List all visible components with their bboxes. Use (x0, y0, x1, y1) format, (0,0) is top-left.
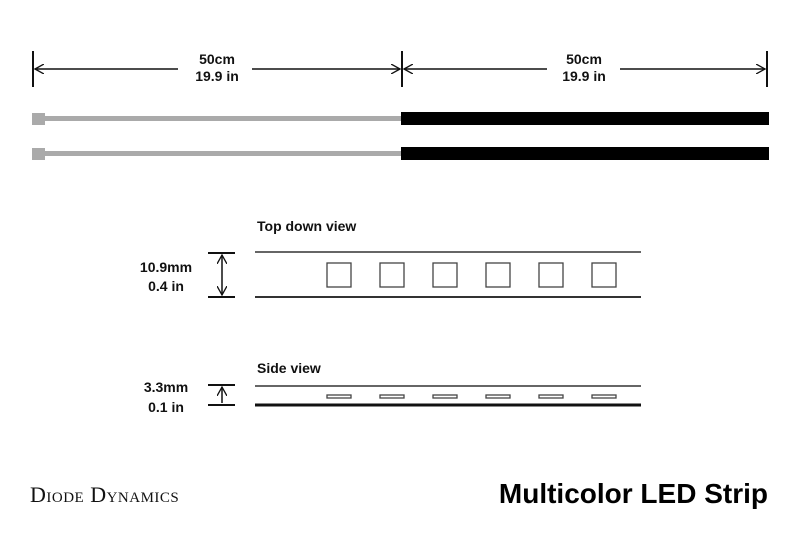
led-chip (485, 262, 511, 288)
side-view-label: Side view (257, 360, 321, 376)
led-chip (432, 394, 458, 399)
strip-length-metric: 50cm (566, 51, 602, 67)
led-strip (401, 147, 769, 160)
led-chip (379, 394, 405, 399)
led-chip (538, 394, 564, 399)
height-imperial: 0.1 in (148, 399, 184, 415)
wire (44, 151, 402, 156)
strip-length-imperial: 19.9 in (562, 68, 606, 84)
led-chip (432, 262, 458, 288)
led-chip (591, 262, 617, 288)
strip-2 (32, 147, 769, 160)
width-imperial: 0.4 in (148, 278, 184, 294)
height-dimension (208, 384, 235, 406)
length-dimension (32, 51, 768, 87)
led-strip (401, 112, 769, 125)
side-view (255, 385, 641, 407)
top-view (255, 251, 641, 298)
wire (44, 116, 402, 121)
connector (32, 148, 45, 160)
strip-1 (32, 112, 769, 125)
width-metric: 10.9mm (140, 259, 192, 275)
led-chip (326, 394, 352, 399)
width-dimension (208, 252, 235, 298)
height-metric: 3.3mm (144, 379, 188, 395)
brand-logo: Diode Dynamics (30, 482, 179, 507)
led-chip (326, 262, 352, 288)
wire-length-imperial: 19.9 in (195, 68, 239, 84)
led-chip (379, 262, 405, 288)
led-chip (591, 394, 617, 399)
led-chip (538, 262, 564, 288)
connector (32, 113, 45, 125)
top-view-label: Top down view (257, 218, 356, 234)
product-title: Multicolor LED Strip (499, 478, 768, 509)
led-chip (485, 394, 511, 399)
wire-length-metric: 50cm (199, 51, 235, 67)
